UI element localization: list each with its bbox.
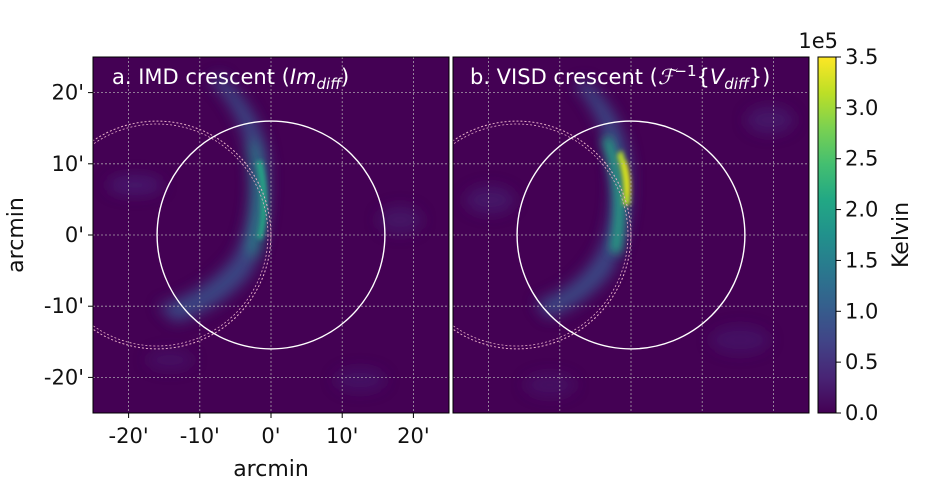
colorbar-multiplier: 1e5	[798, 29, 838, 53]
panel-b-frame	[452, 56, 810, 414]
panel-a-moon-outline	[93, 120, 272, 350]
x-tick-label: 10'	[326, 424, 359, 448]
panel-b-title: b. VISD crescent (ℱ−1{Vdiff})	[470, 62, 770, 93]
colorbar-tick-label: 3.0	[845, 96, 878, 120]
colorbar-tick-label: 2.5	[845, 147, 878, 171]
panel-b-heatmap	[465, 80, 794, 397]
panel-a-title: a. IMD crescent (Imdiff)	[112, 65, 349, 93]
panel-a: a. IMD crescent (Imdiff)	[92, 56, 450, 414]
y-tick-label: 0'	[65, 223, 84, 247]
y-axis-label: arcmin	[4, 197, 29, 273]
panel-a-moon-outline-inner	[93, 123, 269, 347]
x-axis-label: arcmin	[233, 457, 309, 482]
y-tick-label: 10'	[52, 152, 85, 176]
colorbar-label: Kelvin	[889, 202, 914, 268]
colorbar-tick-label: 1.5	[845, 248, 878, 272]
panel-b: b. VISD crescent (ℱ−1{Vdiff})	[452, 56, 810, 414]
colorbar-tick-label: 2.0	[845, 198, 878, 222]
panel-a-sun-circle	[156, 120, 386, 350]
x-tick-label: 0'	[261, 424, 280, 448]
y-tick-label: -20'	[44, 365, 84, 389]
colorbar: 0.0 0.5 1.0 1.5 2.0 2.5 3.0 3.5 1e5 Kelvin	[798, 29, 914, 425]
axis-ticks: -20' -20' -10' -10' 0' 0' 10' 10' 20' 20'	[44, 81, 430, 448]
y-tick-label: -10'	[44, 294, 84, 318]
colorbar-gradient	[817, 56, 837, 414]
panel-b-sun-circle	[516, 120, 746, 350]
x-tick-label: -20'	[109, 424, 149, 448]
y-tick-label: 20'	[52, 81, 85, 105]
colorbar-tick-label: 0.5	[845, 350, 878, 374]
colorbar-tick-label: 0.0	[845, 401, 878, 425]
colorbar-tick-label: 3.5	[845, 45, 878, 69]
colorbar-tick-label: 1.0	[845, 299, 878, 323]
panel-a-heatmap	[107, 75, 422, 392]
panel-b-moon-outline	[453, 120, 632, 350]
colorbar-ticks: 0.0 0.5 1.0 1.5 2.0 2.5 3.0 3.5	[836, 45, 878, 425]
panel-b-moon-outline-inner	[453, 123, 629, 347]
x-tick-label: -10'	[180, 424, 220, 448]
x-tick-label: 20'	[397, 424, 430, 448]
